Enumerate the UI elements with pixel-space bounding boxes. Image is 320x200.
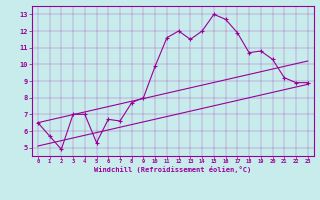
X-axis label: Windchill (Refroidissement éolien,°C): Windchill (Refroidissement éolien,°C): [94, 166, 252, 173]
